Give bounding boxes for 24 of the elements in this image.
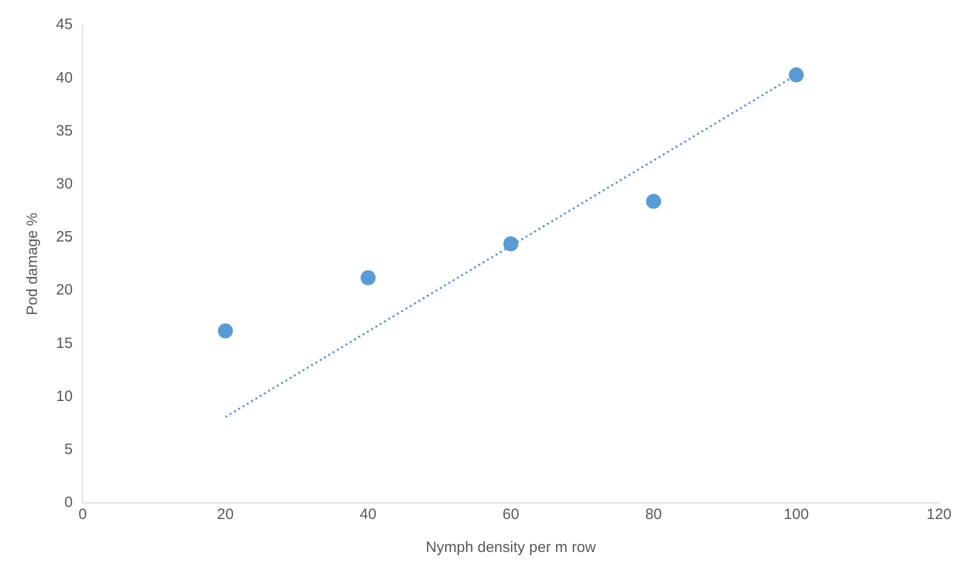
x-tick-label: 40 <box>360 506 376 524</box>
y-tick-label: 35 <box>56 122 73 140</box>
y-tick-label: 10 <box>56 388 73 405</box>
y-tick-label: 30 <box>56 175 73 192</box>
point <box>360 270 376 286</box>
y-tick-label: 45 <box>56 16 73 34</box>
y-tick-label: 40 <box>56 69 73 86</box>
point <box>503 236 518 252</box>
x-tick-label: 100 <box>784 506 809 524</box>
x-tick-label: 60 <box>502 506 520 524</box>
y-tick-label: 25 <box>56 228 73 246</box>
x-tick-label: 80 <box>645 506 662 524</box>
point <box>218 323 233 338</box>
point <box>788 67 804 82</box>
x-axis-title: Nymph density per m row <box>426 539 596 556</box>
y-tick-label: 15 <box>56 334 73 352</box>
x-tick-label: 20 <box>217 506 234 524</box>
y-axis-title: Pod damage % <box>24 212 42 316</box>
x-tick-label: 120 <box>926 506 952 524</box>
y-tick-label: 0 <box>64 494 73 512</box>
y-tick-label: 20 <box>56 282 73 299</box>
y-tick-label: 5 <box>64 441 73 458</box>
x-tick-label: 0 <box>78 506 87 524</box>
point <box>646 194 662 209</box>
